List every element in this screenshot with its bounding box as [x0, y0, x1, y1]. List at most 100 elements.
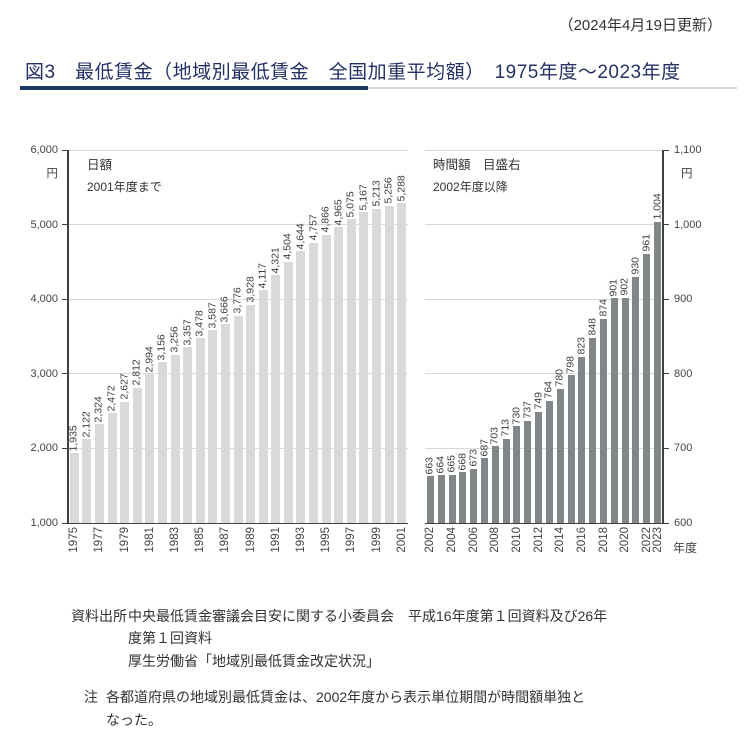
bar — [643, 253, 651, 523]
bar-value-label: 5,213 — [370, 180, 383, 207]
bar-value-label: 5,256 — [382, 177, 395, 204]
axis-tick-mark — [664, 373, 669, 375]
bar-value-label: 2,122 — [80, 411, 93, 438]
category-axis-line — [68, 522, 408, 524]
x-tick-label: 1981 — [143, 527, 156, 553]
y-tick-label: 1,000 — [674, 218, 702, 231]
note-label: 注 — [84, 689, 98, 705]
bar — [233, 315, 243, 523]
x-tick-label: 1997 — [345, 527, 358, 553]
bar — [578, 356, 586, 523]
x-axis-unit-label: 年度 — [673, 541, 698, 555]
bar — [271, 275, 281, 523]
bar — [258, 290, 268, 523]
x-tick-label: 2020 — [619, 527, 632, 553]
y-tick-label: 4,000 — [30, 293, 58, 306]
bar — [220, 324, 230, 523]
bar — [145, 374, 155, 523]
x-tick-label: 1983 — [169, 527, 182, 553]
bar — [545, 400, 553, 523]
bar-value-label: 3,156 — [155, 333, 168, 361]
bar — [170, 354, 180, 523]
x-tick-label: 1985 — [194, 527, 207, 553]
note-line-1: 各都道府県の地域別最低賃金は、2002年度から表示単位期間が時間額単独と — [106, 689, 586, 705]
bar — [632, 276, 640, 523]
x-tick-label: 1993 — [294, 527, 307, 553]
x-tick-label: 1977 — [93, 527, 106, 553]
y-tick-label: 2,000 — [30, 442, 58, 455]
bar-value-label: 2,472 — [105, 384, 118, 412]
source-line-2: 度第１回資料 — [128, 630, 212, 646]
x-tick-label: 1999 — [370, 527, 383, 553]
axis-tick-mark — [664, 224, 669, 226]
bar — [94, 424, 104, 523]
bar-value-label: 5,167 — [357, 183, 370, 211]
bar — [246, 304, 256, 523]
title-underline-dark — [20, 86, 368, 90]
bar-value-label: 4,117 — [256, 262, 269, 289]
updated-date: （2024年4月19日更新） — [558, 17, 722, 34]
gridline — [425, 298, 663, 300]
x-tick-label: 1987 — [219, 527, 232, 553]
bar — [470, 468, 478, 523]
bar — [600, 318, 607, 523]
x-tick-label: 2001 — [395, 527, 408, 553]
gridline — [68, 149, 408, 151]
x-tick-label: 2002 — [424, 527, 437, 553]
gridline — [425, 447, 663, 449]
bar-value-label: 5,288 — [395, 174, 408, 202]
source-line-3: 厚生労働省「地域別最低賃金改定状況」 — [128, 653, 380, 669]
hourly-chart-subtitle: 2002年度以降 — [433, 180, 508, 194]
gridline — [425, 149, 663, 151]
bar — [346, 219, 356, 523]
bar — [397, 203, 407, 523]
bar — [481, 458, 488, 523]
bar — [567, 375, 575, 523]
bar-value-label: 4,504 — [281, 233, 294, 260]
axis-tick-mark — [62, 298, 67, 300]
x-tick-label: 2016 — [575, 527, 588, 553]
y-tick-label: 1,000 — [30, 517, 58, 529]
title-underline-light — [20, 87, 737, 89]
bar-value-label: 4,321 — [269, 246, 282, 274]
x-tick-label: 2012 — [532, 527, 545, 553]
note-line-2: なった。 — [106, 712, 162, 728]
bar — [491, 446, 499, 523]
y-tick-label: 6,000 — [30, 144, 58, 156]
bar-value-label: 3,587 — [206, 301, 219, 328]
y-tick-label: 5,000 — [30, 218, 58, 231]
x-tick-label: 2008 — [489, 527, 502, 553]
x-tick-label: 2010 — [510, 527, 523, 553]
x-tick-label: 1991 — [269, 527, 282, 553]
bar — [502, 438, 510, 523]
axis-tick-mark — [664, 522, 669, 524]
bar — [321, 234, 331, 523]
bar — [535, 411, 543, 523]
bar-value-label: 3,256 — [168, 326, 181, 353]
gridline — [68, 224, 408, 226]
bar — [195, 338, 205, 523]
bar-value-label: 2,994 — [143, 345, 156, 373]
bar — [334, 227, 344, 523]
bar — [69, 453, 79, 523]
axis-tick-mark — [62, 373, 67, 375]
y-tick-label: 700 — [674, 442, 693, 455]
axis-tick-mark — [664, 149, 669, 151]
bar-value-label: 961 — [640, 234, 653, 252]
gridline — [68, 298, 408, 300]
bar — [589, 337, 597, 523]
bar — [437, 475, 445, 523]
bar-value-label: 4,644 — [294, 222, 307, 250]
bar — [309, 242, 319, 523]
bar — [82, 439, 92, 523]
bar — [448, 474, 456, 523]
bar-value-label: 4,965 — [332, 198, 345, 226]
bar — [524, 420, 532, 523]
axis-tick-mark — [664, 447, 669, 449]
y-tick-label: 900 — [674, 293, 693, 306]
axis-tick-mark — [62, 522, 67, 524]
category-axis-line — [425, 522, 663, 524]
bar — [459, 472, 467, 523]
bar-value-label: 2,324 — [92, 395, 105, 423]
